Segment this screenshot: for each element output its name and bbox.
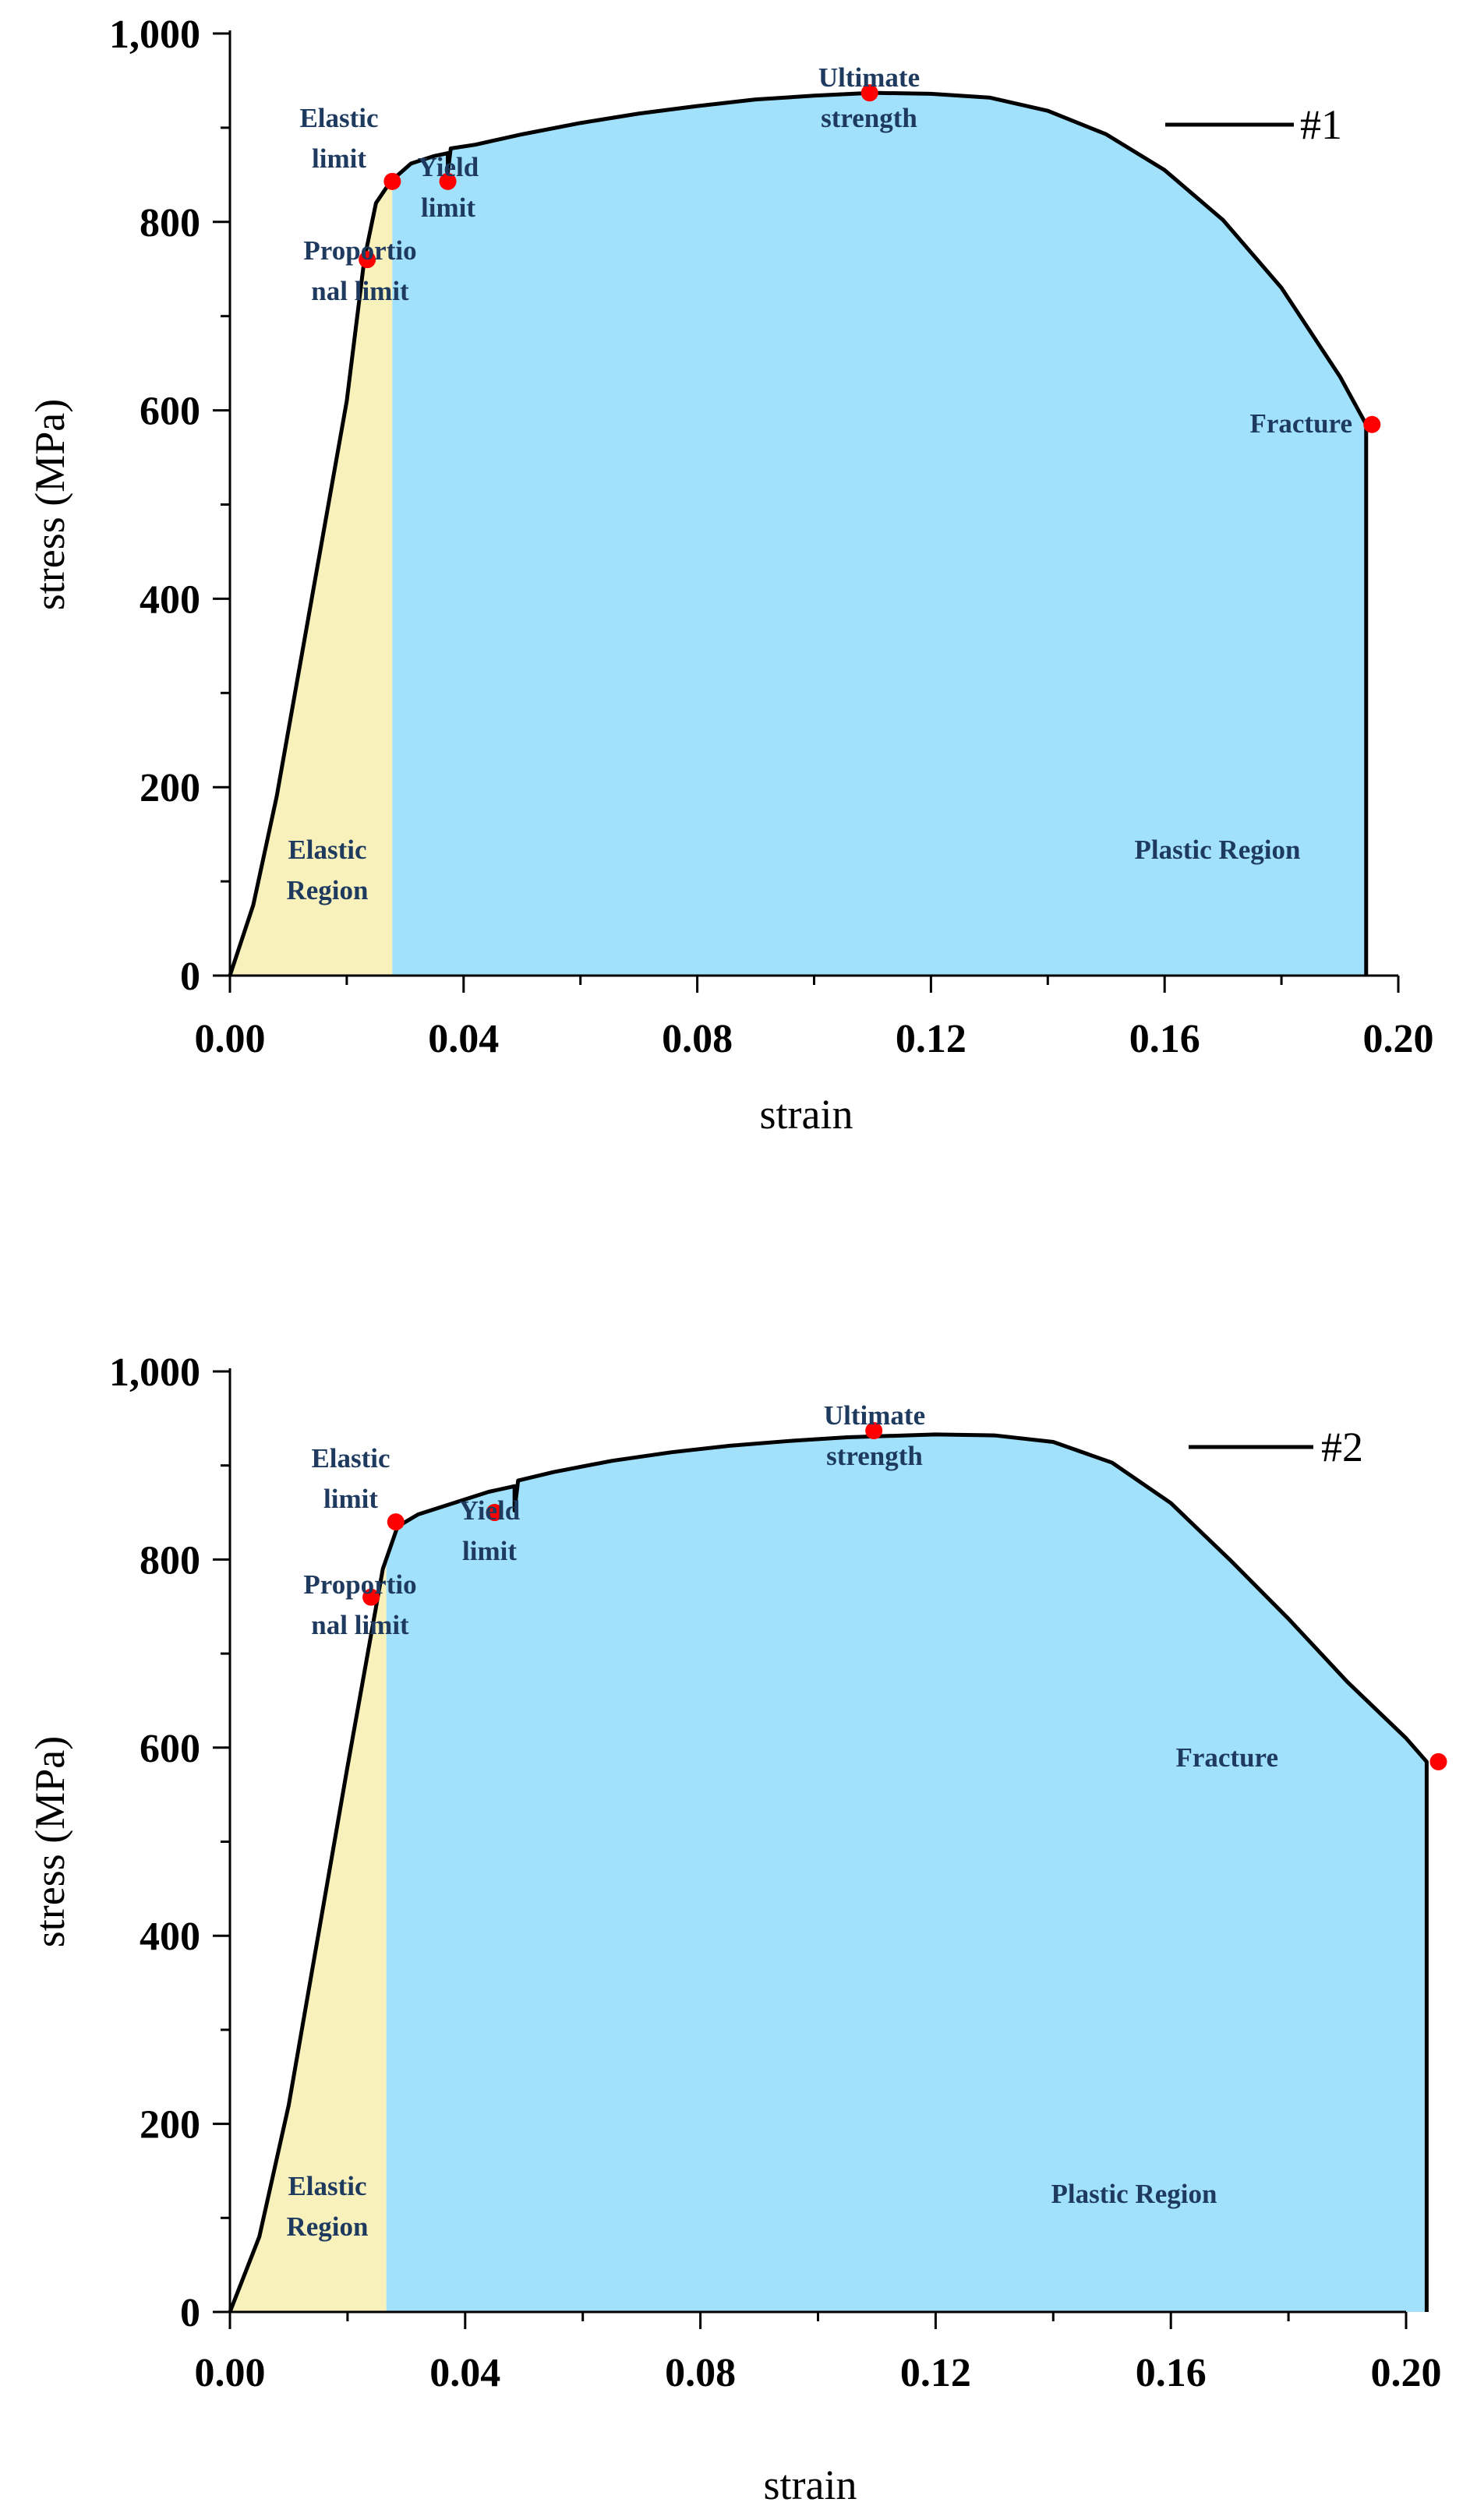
point-label: Ultimate: [818, 62, 920, 93]
point-label: nal limit: [311, 1610, 409, 1640]
region-label: Elastic: [288, 835, 366, 865]
legend-label: #2: [1321, 1424, 1363, 1470]
y-tick-label: 600: [140, 390, 200, 434]
y-tick-label: 0: [180, 955, 200, 999]
x-tick-label: 0.04: [429, 2351, 500, 2395]
legend-label: #1: [1300, 101, 1342, 148]
point-label: Elastic: [299, 103, 378, 133]
x-tick-label: 0.08: [665, 2351, 736, 2395]
x-tick-label: 0.12: [900, 2351, 971, 2395]
elastic-region-fill: [230, 179, 393, 976]
point-label: nal limit: [311, 276, 409, 306]
y-tick-label: 1,000: [109, 12, 200, 57]
point-marker: [1429, 1752, 1447, 1770]
point-label: limit: [312, 143, 366, 174]
x-axis-title: strain: [760, 1091, 853, 1138]
plastic-region-fill: [392, 93, 1366, 976]
point-label: Ultimate: [824, 1400, 925, 1431]
y-axis-title: stress (MPa): [27, 399, 73, 610]
point-label: limit: [421, 192, 475, 223]
point-marker: [1363, 415, 1381, 433]
stress-strain-chart-1: 0 200 400 600 800 1,000 0.00 0.04 0.08 0.12 0.16 0.…: [27, 12, 1434, 1138]
plastic-region-fill: [386, 1434, 1427, 2312]
y-tick-label: 0: [180, 2291, 200, 2335]
point-marker: [387, 1513, 405, 1531]
x-tick-label: 0.12: [896, 1017, 966, 1061]
point-marker: [362, 1588, 380, 1606]
x-axis-title: strain: [764, 2462, 857, 2508]
point-marker: [486, 1504, 504, 1522]
point-label: Yield: [459, 1495, 521, 1526]
point-label: Proportio: [303, 1569, 416, 1600]
y-tick-label: 800: [140, 1538, 200, 1583]
y-tick-label: 800: [140, 201, 200, 245]
point-marker: [865, 1422, 883, 1440]
point-marker: [359, 251, 376, 269]
region-label: Elastic: [288, 2171, 366, 2201]
x-tick-label: 0.20: [1371, 2351, 1442, 2395]
y-axis-title: stress (MPa): [27, 1736, 73, 1947]
stress-strain-chart-2: 0 200 400 600 800 1,000 0.00 0.04 0.08 0.12 0.16 0.…: [27, 1350, 1447, 2508]
point-label: limit: [323, 1484, 378, 1514]
series-line: [228, 1432, 1429, 2313]
point-label: strength: [826, 1441, 923, 1471]
point-label: Fracture: [1249, 408, 1352, 439]
y-tick-label: 400: [140, 577, 200, 622]
x-tick-label: 0.00: [195, 1017, 266, 1061]
y-tick-label: 200: [140, 766, 200, 810]
region-label: Plastic Region: [1051, 2179, 1217, 2209]
point-label: Elastic: [311, 1443, 390, 1474]
elastic-region-fill: [230, 1558, 387, 2312]
y-tick-label: 1,000: [109, 1350, 200, 1395]
point-label: Proportio: [303, 235, 416, 266]
series-line: [228, 90, 1369, 976]
point-marker: [383, 172, 401, 190]
x-tick-label: 0.00: [195, 2351, 266, 2395]
point-label: strength: [821, 103, 917, 133]
y-tick-label: 200: [140, 2103, 200, 2148]
x-tick-label: 0.16: [1129, 1017, 1200, 1061]
region-label: Region: [287, 875, 369, 905]
point-label: limit: [462, 1536, 517, 1566]
y-tick-label: 600: [140, 1727, 200, 1771]
x-tick-label: 0.04: [428, 1017, 499, 1061]
x-tick-label: 0.20: [1363, 1017, 1434, 1061]
x-tick-label: 0.08: [662, 1017, 733, 1061]
point-label: Fracture: [1175, 1742, 1278, 1773]
y-tick-label: 400: [140, 1915, 200, 1959]
point-marker: [439, 172, 457, 190]
point-marker: [860, 84, 878, 102]
x-tick-label: 0.16: [1136, 2351, 1207, 2395]
region-label: Region: [287, 2211, 369, 2242]
point-label: Yield: [418, 152, 479, 182]
region-label: Plastic Region: [1135, 835, 1301, 865]
